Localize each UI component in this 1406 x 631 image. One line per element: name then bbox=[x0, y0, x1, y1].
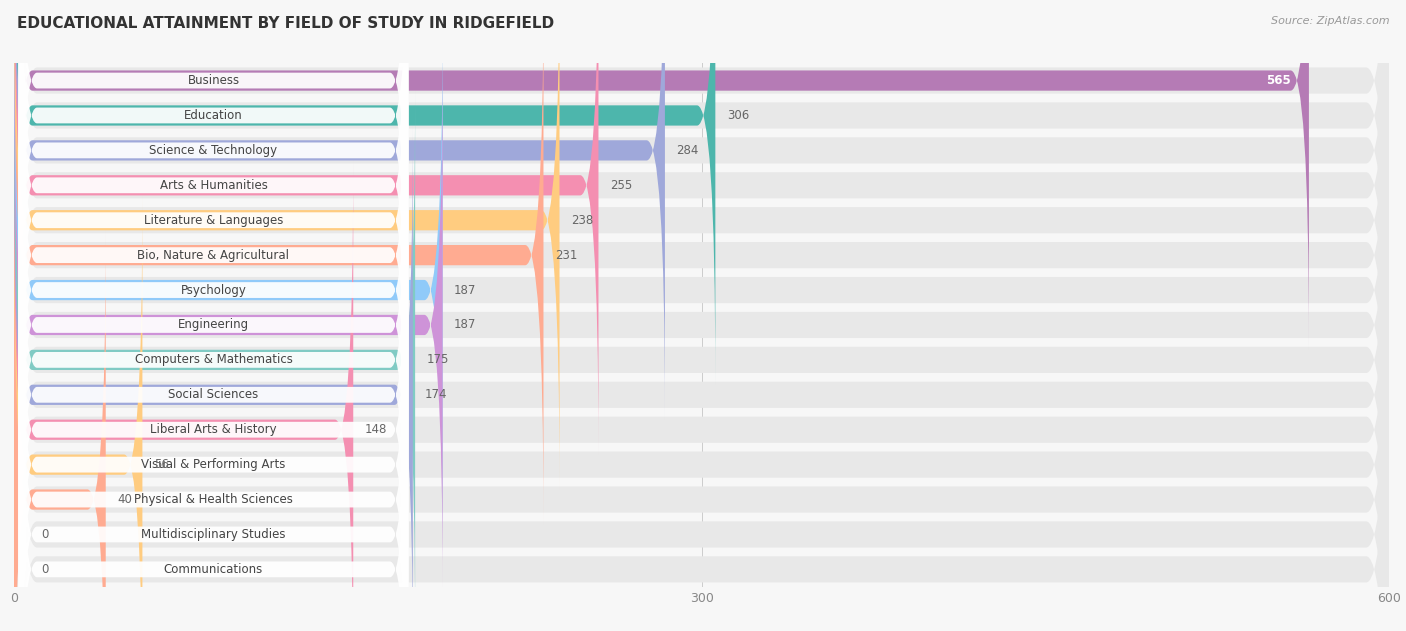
Text: 175: 175 bbox=[426, 353, 449, 367]
Text: Arts & Humanities: Arts & Humanities bbox=[159, 179, 267, 192]
FancyBboxPatch shape bbox=[14, 233, 1389, 631]
FancyBboxPatch shape bbox=[14, 0, 1389, 521]
FancyBboxPatch shape bbox=[18, 298, 408, 631]
FancyBboxPatch shape bbox=[18, 0, 408, 492]
Text: Science & Technology: Science & Technology bbox=[149, 144, 277, 157]
FancyBboxPatch shape bbox=[18, 0, 408, 352]
Text: 56: 56 bbox=[153, 458, 169, 471]
FancyBboxPatch shape bbox=[18, 0, 408, 387]
Text: Business: Business bbox=[187, 74, 239, 87]
Text: 306: 306 bbox=[727, 109, 749, 122]
FancyBboxPatch shape bbox=[14, 0, 1389, 591]
Text: Physical & Health Sciences: Physical & Health Sciences bbox=[134, 493, 292, 506]
FancyBboxPatch shape bbox=[14, 0, 560, 490]
FancyBboxPatch shape bbox=[18, 88, 408, 631]
Text: EDUCATIONAL ATTAINMENT BY FIELD OF STUDY IN RIDGEFIELD: EDUCATIONAL ATTAINMENT BY FIELD OF STUDY… bbox=[17, 16, 554, 31]
FancyBboxPatch shape bbox=[14, 0, 1389, 626]
FancyBboxPatch shape bbox=[14, 126, 413, 631]
FancyBboxPatch shape bbox=[14, 160, 353, 631]
FancyBboxPatch shape bbox=[14, 0, 716, 385]
FancyBboxPatch shape bbox=[14, 0, 1389, 416]
FancyBboxPatch shape bbox=[18, 193, 408, 631]
Text: Bio, Nature & Agricultural: Bio, Nature & Agricultural bbox=[138, 249, 290, 262]
Text: Education: Education bbox=[184, 109, 243, 122]
Text: Literature & Languages: Literature & Languages bbox=[143, 214, 283, 227]
FancyBboxPatch shape bbox=[18, 19, 408, 562]
FancyBboxPatch shape bbox=[18, 0, 408, 457]
FancyBboxPatch shape bbox=[14, 163, 1389, 631]
Text: 238: 238 bbox=[571, 214, 593, 227]
FancyBboxPatch shape bbox=[14, 0, 1389, 631]
FancyBboxPatch shape bbox=[14, 93, 1389, 631]
FancyBboxPatch shape bbox=[14, 230, 105, 631]
Text: Visual & Performing Arts: Visual & Performing Arts bbox=[141, 458, 285, 471]
Text: 0: 0 bbox=[42, 563, 49, 576]
Text: 187: 187 bbox=[454, 319, 477, 331]
FancyBboxPatch shape bbox=[18, 0, 408, 526]
Text: 255: 255 bbox=[610, 179, 633, 192]
Text: Computers & Mathematics: Computers & Mathematics bbox=[135, 353, 292, 367]
FancyBboxPatch shape bbox=[14, 21, 443, 559]
FancyBboxPatch shape bbox=[14, 91, 415, 629]
FancyBboxPatch shape bbox=[18, 228, 408, 631]
FancyBboxPatch shape bbox=[14, 0, 599, 454]
Text: Multidisciplinary Studies: Multidisciplinary Studies bbox=[141, 528, 285, 541]
FancyBboxPatch shape bbox=[14, 0, 1389, 557]
Text: Engineering: Engineering bbox=[179, 319, 249, 331]
Text: Liberal Arts & History: Liberal Arts & History bbox=[150, 423, 277, 436]
Text: Psychology: Psychology bbox=[180, 283, 246, 297]
FancyBboxPatch shape bbox=[18, 263, 408, 631]
Text: 231: 231 bbox=[555, 249, 578, 262]
FancyBboxPatch shape bbox=[18, 158, 408, 631]
FancyBboxPatch shape bbox=[14, 129, 1389, 631]
Text: 187: 187 bbox=[454, 283, 477, 297]
FancyBboxPatch shape bbox=[14, 24, 1389, 631]
FancyBboxPatch shape bbox=[18, 54, 408, 596]
Text: 0: 0 bbox=[42, 528, 49, 541]
FancyBboxPatch shape bbox=[14, 0, 1309, 350]
FancyBboxPatch shape bbox=[18, 0, 408, 422]
FancyBboxPatch shape bbox=[14, 0, 665, 420]
Text: 174: 174 bbox=[425, 388, 447, 401]
FancyBboxPatch shape bbox=[14, 56, 443, 594]
FancyBboxPatch shape bbox=[14, 0, 544, 524]
Text: 284: 284 bbox=[676, 144, 699, 157]
Text: Social Sciences: Social Sciences bbox=[169, 388, 259, 401]
FancyBboxPatch shape bbox=[18, 124, 408, 631]
FancyBboxPatch shape bbox=[14, 59, 1389, 631]
FancyBboxPatch shape bbox=[14, 198, 1389, 631]
Text: Communications: Communications bbox=[165, 563, 263, 576]
FancyBboxPatch shape bbox=[14, 0, 1389, 452]
Text: 565: 565 bbox=[1265, 74, 1291, 87]
FancyBboxPatch shape bbox=[14, 0, 1389, 487]
Text: 148: 148 bbox=[364, 423, 387, 436]
FancyBboxPatch shape bbox=[14, 196, 142, 631]
Text: Source: ZipAtlas.com: Source: ZipAtlas.com bbox=[1271, 16, 1389, 26]
Text: 40: 40 bbox=[117, 493, 132, 506]
